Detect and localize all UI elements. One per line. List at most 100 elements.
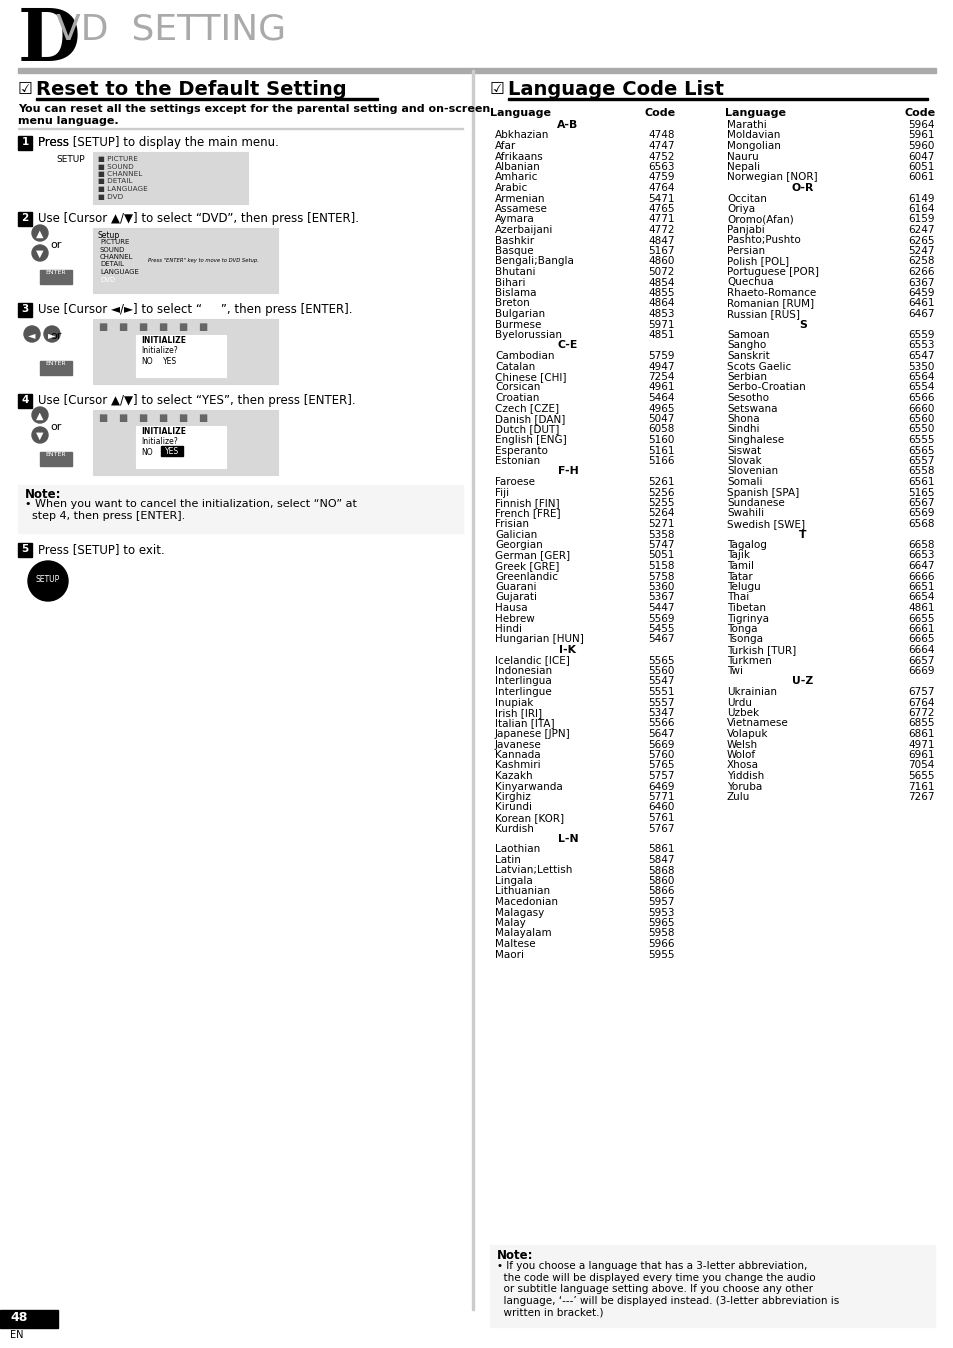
Text: PICTURE: PICTURE: [100, 239, 130, 245]
Text: 2: 2: [21, 213, 29, 222]
Text: Sundanese: Sundanese: [726, 497, 784, 508]
Text: ■ CHANNEL: ■ CHANNEL: [98, 171, 142, 177]
Text: Malay: Malay: [495, 918, 525, 927]
Text: A-B: A-B: [557, 120, 578, 129]
Text: Volapuk: Volapuk: [726, 729, 768, 739]
Text: 4771: 4771: [647, 214, 674, 225]
Text: ◄: ◄: [29, 330, 35, 340]
Text: Interlingua: Interlingua: [495, 677, 551, 686]
Text: ■: ■: [98, 412, 107, 423]
Text: Bengali;Bangla: Bengali;Bangla: [495, 256, 574, 267]
Text: ■: ■: [118, 322, 127, 332]
Text: Samoan: Samoan: [726, 330, 769, 340]
Text: Galician: Galician: [495, 530, 537, 539]
Text: Esperanto: Esperanto: [495, 445, 547, 456]
Text: 6855: 6855: [907, 718, 934, 728]
Text: Guarani: Guarani: [495, 582, 536, 592]
Circle shape: [32, 427, 48, 443]
Text: Kirghiz: Kirghiz: [495, 793, 530, 802]
Text: 6559: 6559: [907, 330, 934, 340]
Text: Assamese: Assamese: [495, 204, 547, 214]
Text: Siswat: Siswat: [726, 445, 760, 456]
Text: Rhaeto-Romance: Rhaeto-Romance: [726, 288, 816, 298]
Bar: [136, 336, 226, 377]
Text: 5464: 5464: [647, 394, 674, 403]
Text: Shona: Shona: [726, 414, 759, 425]
Text: Lithuanian: Lithuanian: [495, 887, 550, 896]
Text: Albanian: Albanian: [495, 162, 540, 173]
Text: Marathi: Marathi: [726, 120, 766, 129]
Text: 6561: 6561: [907, 477, 934, 487]
Text: 5350: 5350: [907, 361, 933, 372]
Text: Javanese: Javanese: [495, 740, 541, 749]
Text: 3: 3: [21, 305, 29, 314]
Text: 5247: 5247: [907, 245, 934, 256]
Text: Breton: Breton: [495, 298, 529, 309]
Text: 6265: 6265: [907, 236, 934, 245]
Text: Sesotho: Sesotho: [726, 394, 768, 403]
Text: 5847: 5847: [647, 855, 674, 865]
Text: Italian [ITA]: Italian [ITA]: [495, 718, 554, 728]
Text: S: S: [799, 319, 806, 329]
Text: 5261: 5261: [647, 477, 674, 487]
Text: 5761: 5761: [647, 813, 674, 824]
Text: Kurdish: Kurdish: [495, 824, 534, 833]
Text: Hungarian [HUN]: Hungarian [HUN]: [495, 635, 583, 644]
Text: 5347: 5347: [647, 708, 674, 718]
Text: Swedish [SWE]: Swedish [SWE]: [726, 519, 804, 528]
Text: 6149: 6149: [907, 194, 934, 204]
Text: 6560: 6560: [907, 414, 933, 425]
Text: 5767: 5767: [647, 824, 674, 833]
Text: 5: 5: [21, 545, 29, 554]
Text: Tigrinya: Tigrinya: [726, 613, 768, 624]
Text: Vietnamese: Vietnamese: [726, 718, 788, 728]
Text: 4765: 4765: [647, 204, 674, 214]
Text: Swahili: Swahili: [726, 508, 763, 519]
Text: Code: Code: [904, 108, 935, 119]
Text: 6567: 6567: [907, 497, 934, 508]
Text: Sindhi: Sindhi: [726, 425, 759, 434]
Text: 6553: 6553: [907, 341, 934, 350]
Text: Turkmen: Turkmen: [726, 655, 771, 666]
Text: 4772: 4772: [647, 225, 674, 235]
Text: Cambodian: Cambodian: [495, 350, 554, 361]
Text: Aymara: Aymara: [495, 214, 535, 225]
Text: ▲: ▲: [36, 411, 44, 421]
Text: VD  SETTING: VD SETTING: [56, 12, 286, 46]
Bar: [18, 212, 32, 226]
Text: 6164: 6164: [907, 204, 934, 214]
Text: INITIALIZE: INITIALIZE: [141, 336, 186, 345]
Text: Twi: Twi: [726, 666, 742, 675]
Text: Press "ENTER" key to move to DVD Setup.: Press "ENTER" key to move to DVD Setup.: [148, 257, 258, 263]
Text: Reset to the Default Setting: Reset to the Default Setting: [36, 80, 346, 98]
Text: ►: ►: [49, 330, 55, 340]
Text: • When you want to cancel the initialization, select “NO” at
  step 4, then pres: • When you want to cancel the initializa…: [25, 499, 356, 520]
Text: ENTER: ENTER: [46, 270, 67, 275]
Text: 6467: 6467: [907, 309, 934, 319]
Text: Hausa: Hausa: [495, 603, 527, 613]
Text: Persian: Persian: [726, 245, 764, 256]
Text: Hindi: Hindi: [495, 624, 521, 634]
Text: Frisian: Frisian: [495, 519, 529, 528]
Text: ■: ■: [198, 412, 207, 423]
Text: French [FRE]: French [FRE]: [495, 508, 560, 519]
Bar: [490, 1246, 934, 1326]
Text: Spanish [SPA]: Spanish [SPA]: [726, 488, 799, 497]
Text: 6658: 6658: [907, 541, 934, 550]
Text: Japanese [JPN]: Japanese [JPN]: [495, 729, 570, 739]
Text: Setup: Setup: [98, 231, 120, 240]
Text: 7254: 7254: [647, 372, 674, 381]
Text: or: or: [50, 332, 61, 341]
Text: Tsonga: Tsonga: [726, 635, 762, 644]
Bar: [507, 98, 927, 100]
Text: Georgian: Georgian: [495, 541, 542, 550]
Text: 6564: 6564: [907, 372, 934, 381]
Text: ■ DVD: ■ DVD: [98, 194, 123, 200]
Text: 5165: 5165: [907, 488, 934, 497]
Text: ■: ■: [118, 412, 127, 423]
Text: 6247: 6247: [907, 225, 934, 235]
Text: Use [Cursor ◄/►] to select “     ”, then press [ENTER].: Use [Cursor ◄/►] to select “ ”, then pre…: [38, 303, 352, 315]
Text: ■: ■: [178, 412, 187, 423]
Text: ■ SOUND: ■ SOUND: [98, 163, 133, 170]
Text: C-E: C-E: [558, 341, 578, 350]
